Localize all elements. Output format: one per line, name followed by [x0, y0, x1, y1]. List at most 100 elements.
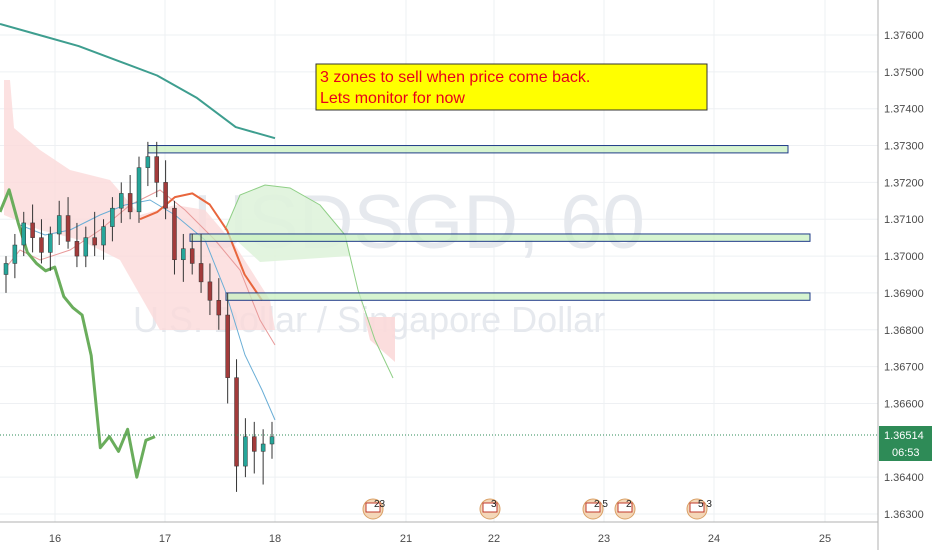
event-badge[interactable]: 2 5 — [582, 498, 608, 520]
countdown-label: 06:53 — [892, 447, 920, 459]
candle-body — [154, 156, 159, 183]
sell-zone[interactable] — [225, 292, 811, 301]
event-badge-label: 2 5 — [594, 499, 608, 510]
time-tick-label: 21 — [400, 533, 412, 545]
cloud-bullish — [225, 185, 350, 262]
candle — [198, 233, 204, 293]
price-tick-label: 1.36800 — [884, 325, 924, 337]
price-tick-label: 1.36900 — [884, 288, 924, 300]
candle-body — [207, 281, 213, 301]
event-badges: 23 3 2 5 2 5 3 — [362, 498, 712, 520]
price-axis[interactable]: 1.37600 1.37500 1.37400 1.37300 1.37200 1.371… — [877, 0, 932, 550]
current-price-tag-bg — [879, 426, 932, 461]
candle — [216, 278, 222, 330]
event-badge[interactable]: 23 — [362, 498, 386, 520]
flag-stripes — [689, 502, 705, 513]
candle — [181, 233, 186, 282]
sell-zone[interactable] — [189, 233, 811, 242]
event-badge[interactable]: 2 — [614, 498, 636, 520]
candle — [243, 418, 248, 478]
time-tick-label: 25 — [819, 533, 831, 545]
candle-body — [48, 233, 53, 253]
candle — [48, 226, 53, 271]
time-tick-label: 17 — [159, 533, 171, 545]
event-badge[interactable]: 5 3 — [686, 498, 712, 520]
candle — [154, 141, 159, 198]
cloud-bearish — [4, 80, 275, 330]
candle-body — [92, 237, 97, 246]
base-line — [3, 189, 276, 346]
time-tick-label: 16 — [49, 533, 61, 545]
candle — [234, 359, 239, 492]
leading-span-line — [224, 184, 394, 379]
price-tick-label: 1.37100 — [884, 214, 924, 226]
sell-zones — [147, 145, 811, 301]
event-badge-label: 5 3 — [698, 499, 712, 510]
candle — [110, 197, 115, 242]
candle — [39, 219, 44, 264]
candle-body — [127, 193, 133, 213]
candle — [119, 182, 124, 223]
candle — [92, 211, 97, 257]
annotation-line-1: 3 zones to sell when price come back. — [320, 69, 590, 86]
price-tick-label: 1.36400 — [884, 472, 924, 484]
candle — [56, 200, 62, 246]
candle-body — [252, 436, 257, 452]
time-tick-label: 23 — [598, 533, 610, 545]
annotation-box — [315, 63, 708, 111]
series-lagging — [0, 188, 156, 479]
candle-body — [198, 263, 204, 283]
candle-body — [189, 248, 195, 264]
candle-body — [39, 237, 44, 253]
candle — [136, 156, 142, 223]
candle-body — [269, 436, 275, 445]
price-tick-label: 1.36700 — [884, 362, 924, 374]
candles — [3, 141, 275, 492]
price-tick-label: 1.37300 — [884, 141, 924, 153]
time-axis[interactable]: 16 17 18 21 22 23 24 25 — [0, 521, 878, 545]
candle — [12, 233, 18, 279]
candle-body — [65, 215, 71, 242]
cloud-bearish-future — [350, 256, 395, 362]
sell-zone[interactable] — [147, 145, 789, 154]
time-tick-label: 22 — [488, 533, 500, 545]
candle-body — [56, 215, 62, 235]
candle — [207, 263, 213, 316]
time-tick-label: 18 — [269, 533, 281, 545]
event-badge-label: 3 — [491, 499, 497, 510]
time-tick-label: 24 — [708, 533, 720, 545]
candle — [65, 197, 71, 249]
candle — [145, 141, 151, 187]
candle — [83, 226, 89, 268]
annotation-line-2: Lets monitor for now — [320, 90, 465, 107]
candle-body — [172, 207, 177, 261]
flag-stripes — [617, 502, 633, 513]
candle — [252, 421, 257, 474]
candle — [269, 421, 275, 459]
candle-body — [260, 443, 266, 452]
candle-body — [3, 263, 9, 275]
candle-body — [163, 182, 168, 209]
candle-body — [110, 207, 115, 227]
candle-body — [243, 436, 248, 467]
event-badge[interactable]: 3 — [479, 498, 501, 520]
price-tick-label: 1.36300 — [884, 509, 924, 521]
candle — [163, 160, 168, 220]
candle — [30, 204, 35, 253]
annotation-note[interactable]: 3 zones to sell when price come back. Le… — [315, 63, 708, 111]
candle-body — [119, 193, 124, 209]
flag-stripes — [482, 502, 498, 513]
series-moving-average-short — [139, 192, 263, 301]
flag-stripes — [585, 502, 601, 513]
price-axis-ticks: 1.37600 1.37500 1.37400 1.37300 1.37200 1.371… — [884, 30, 924, 521]
candle-body — [12, 244, 18, 264]
candle — [101, 219, 106, 260]
candle — [3, 256, 9, 293]
candle-body — [83, 237, 89, 257]
price-tick-label: 1.37500 — [884, 67, 924, 79]
price-tick-label: 1.36600 — [884, 398, 924, 410]
event-badge-label: 23 — [374, 499, 386, 510]
candle — [21, 211, 26, 257]
candle-body — [216, 300, 222, 316]
time-axis-ticks: 16 17 18 21 22 23 24 25 — [49, 533, 831, 545]
